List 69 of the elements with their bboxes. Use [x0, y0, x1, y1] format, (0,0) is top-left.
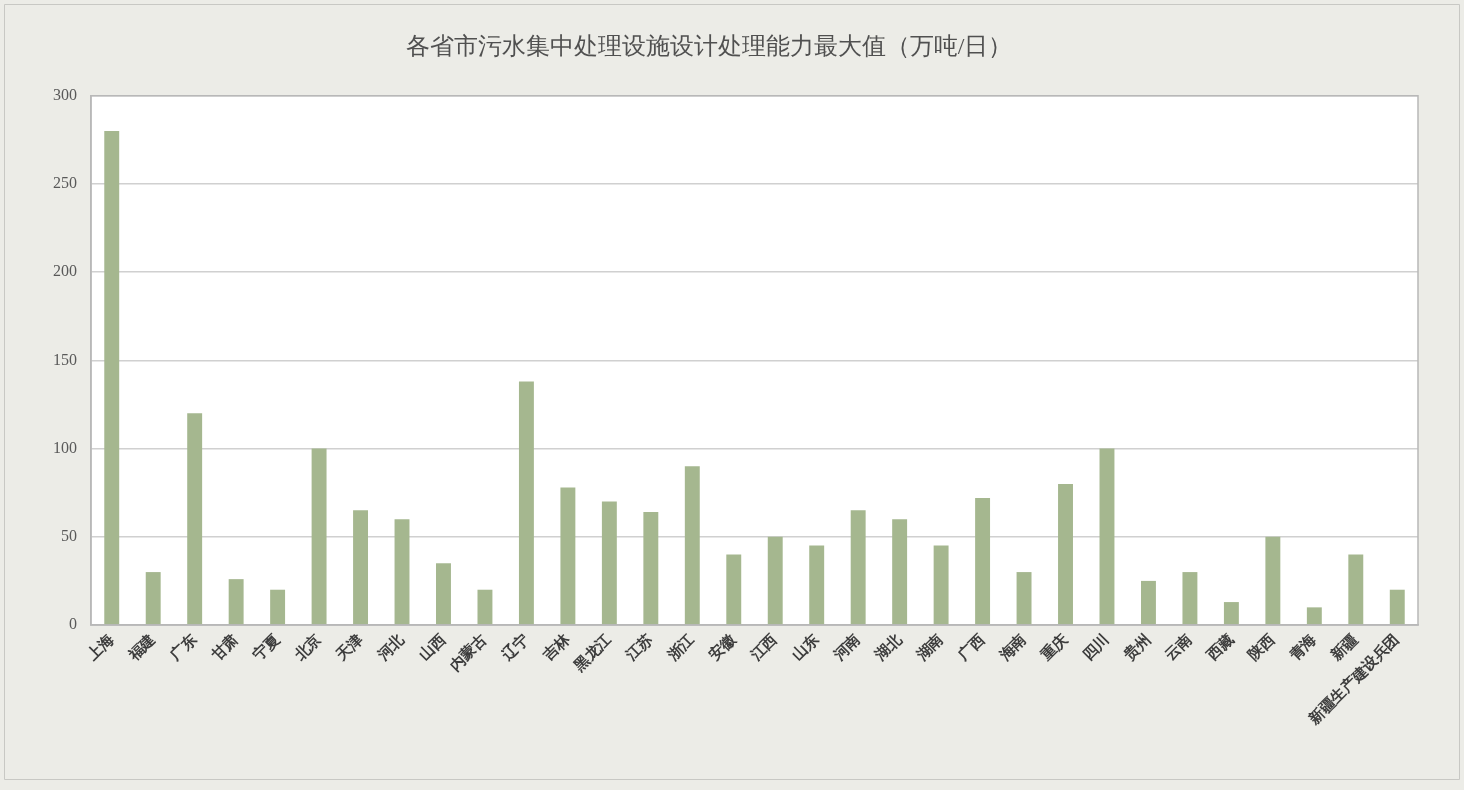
x-tick-label: 浙江 [663, 630, 698, 665]
bar [353, 510, 369, 625]
bar [436, 563, 451, 625]
x-tick-label: 湖南 [912, 630, 946, 665]
bar [1348, 554, 1364, 625]
x-tick-label: 江苏 [622, 630, 656, 665]
y-tick-label: 100 [53, 438, 77, 456]
x-tick-label: 北京 [290, 630, 324, 665]
x-tick-label: 宁夏 [249, 630, 283, 664]
y-tick-label: 250 [53, 174, 77, 192]
y-tick-label: 200 [53, 262, 77, 280]
bar [1140, 580, 1156, 625]
bar [228, 579, 244, 625]
x-tick-label: 贵州 [1120, 630, 1154, 665]
x-tick-label: 湖北 [871, 630, 906, 665]
bar [1182, 572, 1198, 625]
bar [104, 131, 120, 625]
bar [518, 381, 534, 625]
bar [1223, 602, 1239, 625]
x-tick-label: 青海 [1285, 630, 1320, 665]
bar [1058, 483, 1073, 625]
bar [187, 413, 203, 625]
y-tick-label: 0 [69, 615, 77, 633]
bar [601, 501, 617, 625]
x-tick-label: 山西 [415, 630, 449, 664]
bar [1389, 589, 1405, 625]
x-tick-label: 江西 [746, 630, 781, 665]
y-tick-label: 150 [53, 350, 77, 368]
y-tick-label: 300 [53, 86, 77, 103]
x-tick-label: 福建 [124, 630, 159, 665]
x-tick-label: 广东 [165, 630, 200, 665]
x-tick-label: 河北 [373, 630, 408, 665]
x-tick-label: 四川 [1079, 630, 1112, 664]
x-tick-label: 云南 [1162, 630, 1195, 664]
x-tick-label: 辽宁 [497, 630, 532, 665]
bar [643, 512, 659, 625]
bar [892, 519, 908, 625]
x-tick-label: 上海 [83, 630, 117, 665]
bar [560, 487, 576, 625]
x-tick-label: 内蒙古 [446, 630, 490, 675]
bar [394, 519, 410, 625]
x-tick-label: 陕西 [1245, 630, 1278, 664]
x-tick-label: 天津 [332, 630, 366, 665]
x-tick-label: 甘肃 [207, 630, 241, 665]
y-tick-label: 50 [61, 527, 77, 544]
x-tick-label: 安徽 [705, 629, 740, 664]
x-tick-label: 西藏 [1203, 630, 1237, 665]
x-tick-label: 海南 [995, 630, 1029, 665]
bar [975, 497, 991, 625]
bar [726, 554, 742, 625]
bar [477, 589, 493, 625]
bar [809, 545, 825, 625]
bar [850, 510, 866, 625]
bar [1265, 536, 1281, 625]
bar [1099, 448, 1115, 625]
chart-title: 各省市污水集中处理设施设计处理能力最大值（万吨/日） [405, 32, 1013, 59]
bar [270, 589, 286, 625]
bar [145, 572, 161, 625]
bar [311, 448, 327, 625]
bar [933, 545, 949, 625]
x-tick-label: 重庆 [1036, 630, 1071, 665]
bar [1016, 572, 1032, 625]
bar [684, 466, 700, 625]
x-tick-label: 广西 [953, 630, 988, 665]
bar [767, 536, 783, 625]
x-tick-label: 河南 [829, 630, 864, 665]
x-tick-label: 山东 [788, 630, 822, 664]
x-tick-label: 新疆 [1326, 630, 1361, 665]
bar [1306, 607, 1322, 625]
